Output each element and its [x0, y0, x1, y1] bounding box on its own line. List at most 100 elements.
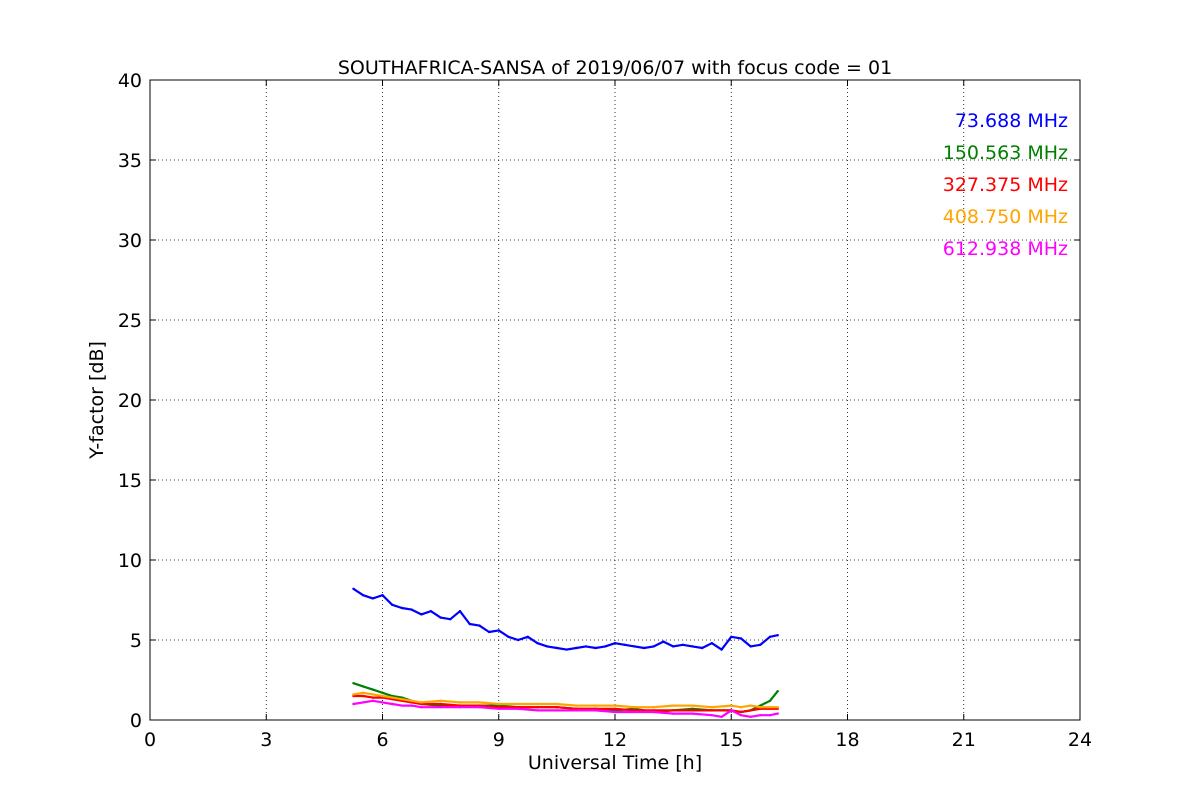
data-point: [536, 709, 539, 712]
data-point: [776, 690, 779, 693]
data-point: [749, 704, 752, 707]
legend-entry: 612.938 MHz: [943, 238, 1068, 260]
data-point: [526, 635, 530, 638]
data-point: [776, 634, 779, 637]
x-tick-label: 15: [719, 729, 743, 751]
data-point: [710, 709, 714, 712]
data-point: [575, 709, 578, 712]
data-point: [671, 709, 675, 712]
series-layer: [352, 587, 779, 718]
legend-entry: 73.688 MHz: [955, 110, 1068, 132]
legend-entry: 327.375 MHz: [943, 174, 1068, 196]
series-group: [352, 691, 779, 709]
data-point: [691, 704, 694, 707]
data-point: [429, 610, 433, 613]
data-point: [768, 714, 772, 717]
data-point: [749, 715, 752, 718]
data-point: [536, 702, 539, 706]
data-point: [720, 648, 723, 651]
data-point: [371, 688, 375, 691]
y-tick-label: 30: [118, 230, 142, 252]
axis-ticks: 0 3 6 9 12 15 18 21 24 0 5 10 15 20 25 30 35 40: [118, 70, 1092, 751]
data-point: [361, 694, 365, 698]
data-point: [749, 645, 752, 648]
data-point: [642, 646, 646, 650]
data-point: [516, 638, 520, 642]
data-point: [439, 706, 442, 709]
data-point: [759, 643, 762, 646]
data-point: [516, 707, 520, 710]
data-point: [478, 701, 481, 704]
data-point: [410, 608, 413, 611]
data-point: [584, 645, 588, 648]
data-point: [352, 702, 355, 706]
data-point: [594, 709, 597, 712]
chart-title: SOUTHAFRICA-SANSA of 2019/06/07 with foc…: [338, 57, 892, 79]
data-point: [410, 704, 413, 707]
data-point: [730, 635, 733, 638]
data-point: [420, 613, 423, 616]
data-point: [536, 642, 539, 645]
data-point: [381, 694, 384, 698]
data-point: [575, 704, 578, 707]
data-point: [497, 707, 500, 710]
x-tick-label: 24: [1068, 729, 1092, 751]
data-point: [420, 706, 423, 709]
series-line: [353, 699, 778, 718]
data-point: [507, 635, 510, 638]
data-point: [710, 642, 714, 645]
x-axis-label: Universal Time [h]: [528, 752, 702, 774]
data-point: [739, 706, 743, 709]
data-point: [759, 714, 762, 717]
data-point: [759, 706, 762, 709]
data-point: [381, 701, 384, 704]
data-point: [768, 706, 772, 709]
data-point: [478, 624, 481, 627]
y-tick-label: 10: [118, 550, 142, 572]
data-point: [565, 648, 568, 651]
series-group: [352, 587, 779, 651]
data-point: [536, 706, 539, 709]
data-point: [594, 704, 597, 707]
data-point: [487, 630, 491, 634]
data-point: [681, 643, 685, 646]
data-point: [730, 704, 733, 707]
data-point: [352, 587, 355, 590]
data-point: [361, 685, 365, 688]
data-point: [739, 714, 743, 717]
y-tick-label: 35: [118, 150, 142, 172]
data-point: [691, 709, 694, 712]
series-group: [352, 699, 779, 718]
data-point: [439, 616, 442, 619]
data-point: [458, 610, 462, 613]
legend: 73.688 MHz 150.563 MHz 327.375 MHz 408.750 …: [943, 110, 1068, 260]
data-point: [381, 594, 384, 597]
data-point: [671, 704, 675, 707]
data-point: [555, 702, 559, 706]
data-point: [652, 706, 655, 709]
data-point: [390, 603, 394, 606]
data-point: [478, 706, 481, 709]
data-point: [420, 701, 423, 704]
y-tick-label: 0: [130, 710, 142, 732]
x-tick-label: 12: [603, 729, 627, 751]
y-tick-label: 5: [130, 630, 142, 652]
legend-entry: 150.563 MHz: [943, 142, 1068, 164]
data-point: [671, 645, 675, 648]
data-point: [371, 699, 375, 702]
data-point: [352, 693, 355, 696]
data-point: [449, 618, 452, 621]
legend-entry: 408.750 MHz: [943, 206, 1068, 228]
x-tick-label: 9: [493, 729, 505, 751]
data-point: [633, 710, 636, 714]
data-point: [700, 646, 704, 650]
data-point: [381, 691, 384, 694]
x-tick-label: 18: [835, 729, 859, 751]
data-point: [768, 699, 772, 702]
data-point: [361, 701, 365, 704]
y-tick-label: 20: [118, 390, 142, 412]
data-point: [468, 622, 471, 626]
data-point: [390, 696, 394, 699]
data-point: [458, 701, 462, 704]
